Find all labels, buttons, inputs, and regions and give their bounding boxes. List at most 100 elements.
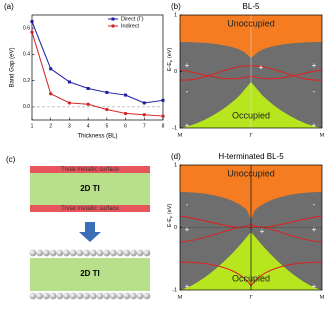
k-point-label: Γ bbox=[249, 132, 252, 138]
k-point-label: M bbox=[178, 294, 183, 300]
surface-label: Trvial metallic surface bbox=[61, 206, 119, 212]
x-tick-label: 4 bbox=[87, 123, 90, 129]
parity-sign: + bbox=[312, 61, 317, 70]
y-axis-label: Band Gap (eV) bbox=[10, 47, 16, 87]
arrow bbox=[79, 222, 101, 242]
panel-label: (d) bbox=[171, 152, 181, 161]
atom bbox=[63, 292, 70, 300]
y-axis-label-part: E-E bbox=[167, 218, 173, 228]
region-label: Unoccupied bbox=[227, 18, 275, 28]
atom bbox=[103, 249, 111, 257]
atom bbox=[123, 249, 131, 257]
parity-sign: - bbox=[313, 87, 316, 96]
atom bbox=[96, 292, 104, 300]
surface-layer bbox=[30, 205, 150, 212]
atom bbox=[136, 249, 144, 257]
parity-sign: - bbox=[186, 200, 189, 209]
x-tick-label: 2 bbox=[49, 123, 52, 129]
parity-sign: + bbox=[185, 121, 190, 130]
k-point-label: M bbox=[320, 294, 325, 300]
slab bbox=[30, 258, 150, 291]
y-axis-label-part: E-E bbox=[167, 62, 173, 72]
slab-label: 2D TI bbox=[80, 269, 100, 278]
k-point-label: Γ bbox=[249, 294, 252, 300]
marker bbox=[142, 101, 146, 105]
parity-sign: - bbox=[313, 200, 316, 209]
y-tick-label: -1 bbox=[172, 125, 177, 131]
parity-sign: + bbox=[259, 63, 264, 72]
slab bbox=[30, 173, 150, 205]
atom bbox=[96, 249, 104, 257]
series-line bbox=[31, 31, 164, 117]
y-axis-label-unit: (eV) bbox=[167, 204, 173, 216]
parity-sign: + bbox=[185, 282, 190, 291]
atom bbox=[76, 292, 84, 300]
legend-marker bbox=[111, 24, 115, 28]
marker bbox=[86, 87, 90, 90]
legend-label: Indirect bbox=[121, 23, 140, 29]
y-tick-label: -1 bbox=[172, 287, 177, 293]
y-tick-label: 0 bbox=[174, 69, 177, 75]
x-tick-label: 8 bbox=[162, 123, 165, 129]
marker bbox=[30, 20, 34, 24]
atom bbox=[29, 292, 37, 300]
parity-sign: + bbox=[185, 225, 190, 234]
atom bbox=[89, 249, 97, 257]
panel-label: (c) bbox=[6, 155, 16, 164]
x-axis-label: Thickness (BL) bbox=[77, 134, 117, 140]
atom bbox=[130, 249, 137, 257]
parity-sign: + bbox=[312, 225, 317, 234]
atom bbox=[43, 292, 50, 300]
atom bbox=[76, 249, 84, 257]
plot-frame bbox=[31, 14, 164, 121]
region-label: Occupied bbox=[232, 273, 270, 283]
marker bbox=[124, 93, 128, 97]
x-tick-label: 3 bbox=[68, 123, 71, 129]
marker bbox=[67, 80, 71, 84]
marker bbox=[105, 90, 109, 94]
y-tick-label: 0.4 bbox=[23, 52, 30, 58]
series-line bbox=[31, 21, 164, 104]
atom bbox=[36, 292, 44, 300]
atom bbox=[143, 249, 151, 257]
legend-marker bbox=[111, 17, 115, 21]
x-tick-label: 5 bbox=[105, 123, 108, 129]
marker bbox=[161, 114, 165, 118]
diagram: (c) Trvial metallic surface 2D TI Trvial… bbox=[6, 155, 151, 300]
y-tick-label: 0.6 bbox=[23, 25, 30, 31]
atom bbox=[56, 292, 64, 300]
region-label: Occupied bbox=[232, 110, 270, 120]
atom bbox=[29, 249, 37, 257]
y-axis-label: E-EF (eV) bbox=[167, 48, 173, 72]
atom bbox=[123, 292, 131, 300]
y-tick-label: 1 bbox=[174, 162, 177, 168]
region-label: Unoccupied bbox=[227, 168, 275, 178]
parity-sign: + bbox=[312, 282, 317, 291]
atom bbox=[49, 292, 57, 300]
y-tick-label: 0 bbox=[174, 225, 177, 231]
k-point-label: M bbox=[320, 132, 325, 138]
y-axis-label-sub: F bbox=[169, 215, 174, 218]
marker bbox=[86, 102, 90, 106]
marker bbox=[142, 113, 146, 117]
y-tick-label: 1 bbox=[174, 12, 177, 18]
parity-sign: - bbox=[186, 87, 189, 96]
surface-layer bbox=[30, 166, 150, 173]
atom bbox=[130, 292, 137, 300]
marker bbox=[30, 30, 34, 34]
marker bbox=[49, 92, 53, 96]
atom bbox=[143, 292, 151, 300]
atom bbox=[103, 292, 111, 300]
k-point-label: M bbox=[178, 132, 183, 138]
y-axis-label: E-EF (eV) bbox=[167, 204, 173, 228]
parity-sign: + bbox=[312, 121, 317, 130]
marker bbox=[123, 111, 128, 116]
y-tick-label: 0.0 bbox=[23, 104, 30, 110]
atom bbox=[43, 249, 50, 257]
x-tick-label: 7 bbox=[143, 123, 146, 129]
atom bbox=[89, 292, 97, 300]
atom bbox=[63, 249, 70, 257]
atom bbox=[69, 249, 77, 257]
atom bbox=[56, 249, 64, 257]
